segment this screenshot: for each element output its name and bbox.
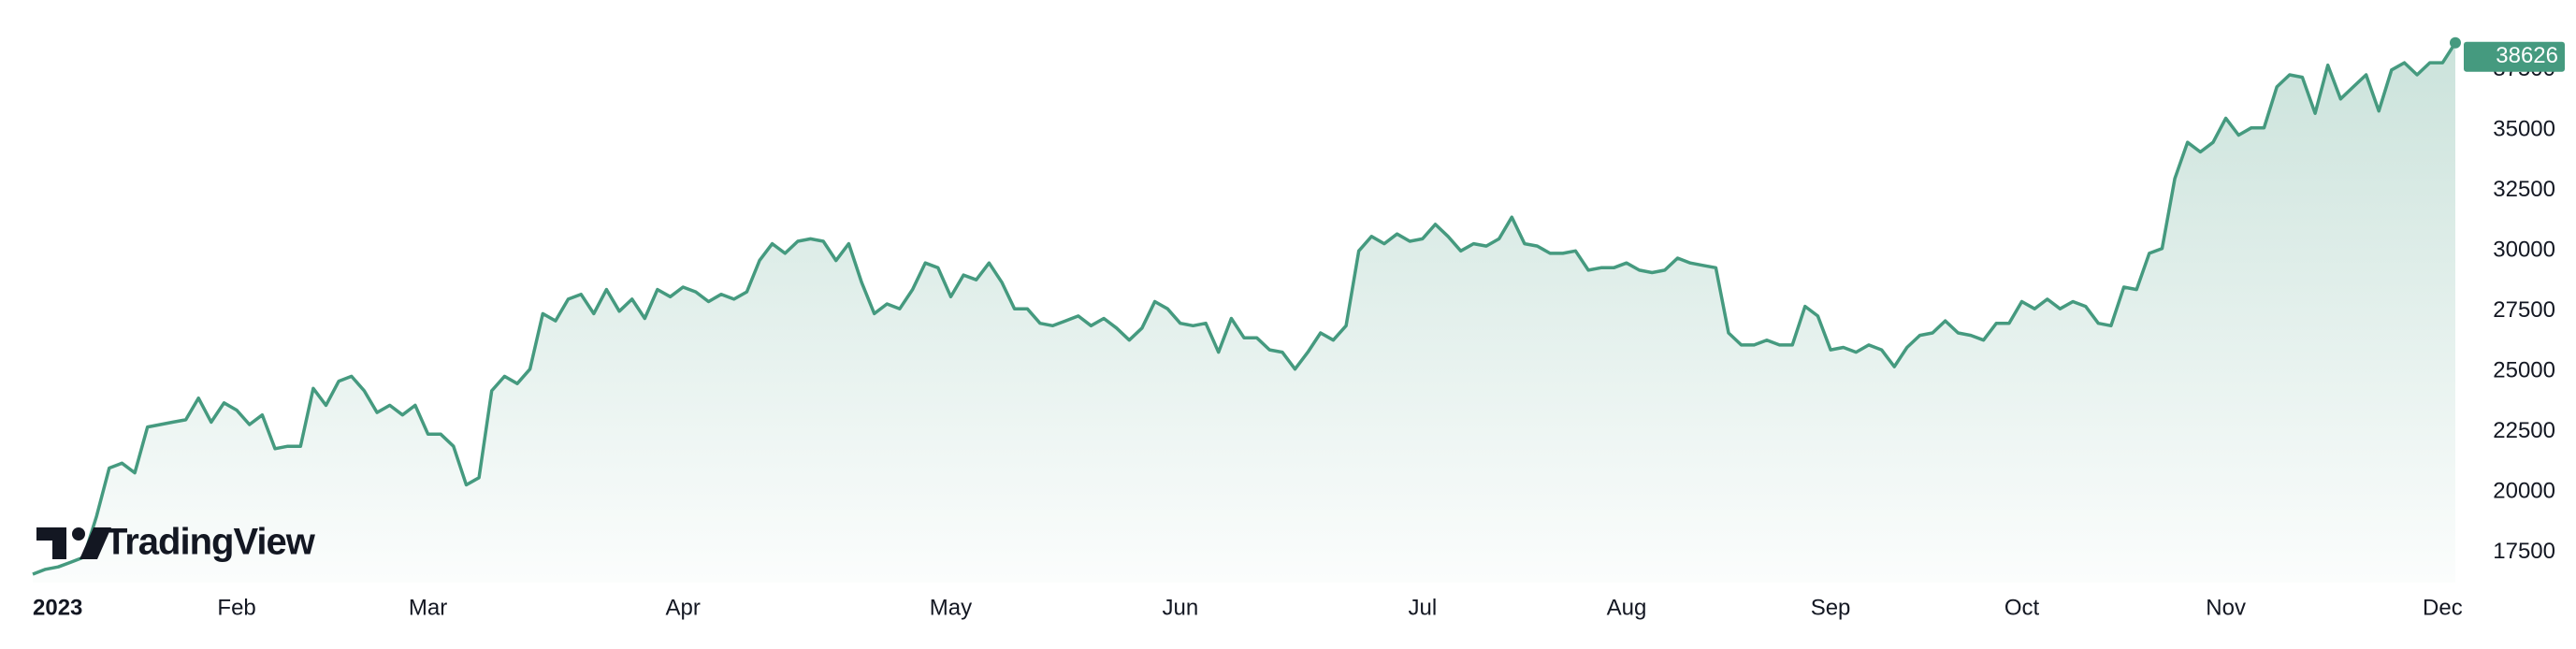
x-tick-label: Apr	[666, 595, 701, 620]
last-point	[2450, 36, 2461, 49]
y-tick-label: 27500	[2493, 297, 2555, 323]
x-tick-label: Dec	[2423, 595, 2463, 620]
x-tick-label: May	[930, 595, 972, 620]
x-tick-label: Feb	[217, 595, 255, 620]
y-tick-label: 30000	[2493, 238, 2555, 263]
logo-text: TradingView	[105, 522, 316, 563]
x-tick-label: Jun	[1162, 595, 1198, 620]
logo-icon	[72, 527, 85, 541]
price-label: 38626	[2496, 43, 2558, 68]
x-tick-label: Oct	[2004, 595, 2040, 620]
logo-icon	[80, 527, 111, 559]
y-tick-label: 17500	[2493, 539, 2555, 564]
logo-icon	[36, 527, 66, 559]
y-tick-label: 22500	[2493, 418, 2555, 443]
x-tick-label: Sep	[1811, 595, 1851, 620]
x-tick-label: Aug	[1607, 595, 1647, 620]
x-tick-label: Mar	[409, 595, 447, 620]
y-tick-label: 20000	[2493, 479, 2555, 504]
x-tick-label: Jul	[1408, 595, 1437, 620]
y-tick-label: 25000	[2493, 358, 2555, 383]
logo: TradingView	[36, 522, 317, 563]
y-tick-label: 32500	[2493, 177, 2555, 202]
area	[33, 42, 2455, 584]
x-tick-label: Nov	[2206, 595, 2246, 620]
line	[32, 41, 2457, 576]
y-tick-label: 35000	[2493, 117, 2555, 142]
price-tag	[2464, 41, 2565, 72]
plot-area	[32, 41, 2457, 584]
x-tick-label: 2023	[33, 595, 82, 620]
